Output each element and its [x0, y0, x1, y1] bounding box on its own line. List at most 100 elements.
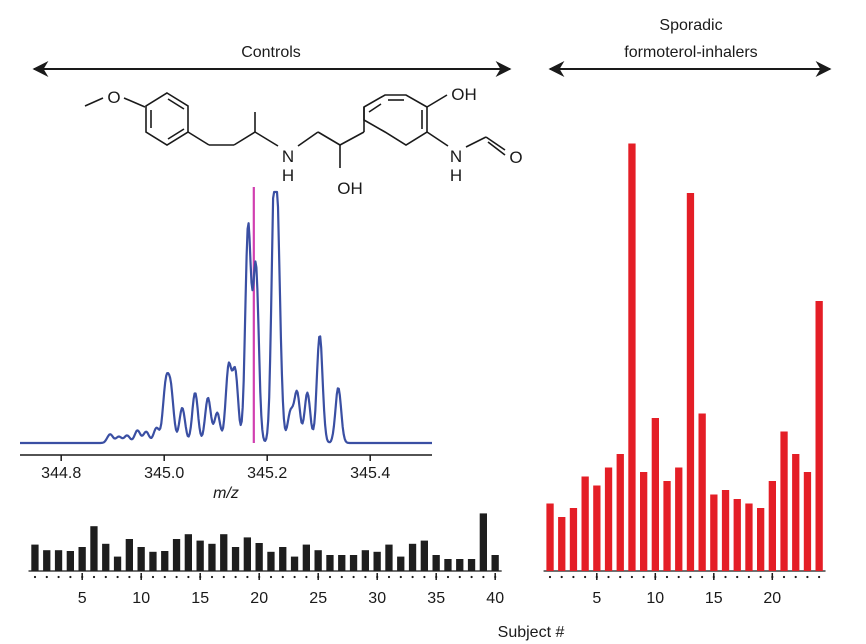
subject-dot — [572, 575, 575, 579]
subject-dot — [724, 575, 727, 579]
inhalers-label-line2: formoterol-inhalers — [624, 44, 757, 61]
atom-hydroxyl-oh: OH — [337, 179, 363, 198]
atom-amide-h: H — [450, 166, 462, 185]
subject-dot — [175, 575, 178, 579]
subject-tick-label: 5 — [592, 590, 601, 607]
subject-bar — [161, 551, 169, 571]
subject-bar — [361, 550, 369, 571]
subject-dot — [482, 575, 485, 579]
subject-dot — [116, 575, 119, 579]
subject-dot — [736, 575, 739, 579]
subject-dot — [701, 575, 704, 579]
subject-bar — [66, 551, 74, 571]
structure-atom-labels: O OH N H OH N H O — [107, 85, 522, 198]
subject-dot — [619, 575, 622, 579]
inhalers-label-line1: Sporadic — [659, 17, 722, 34]
subject-bar — [698, 413, 706, 571]
subject-dot — [470, 575, 473, 579]
spectrum-ticks: 344.8 345.0 345.2 345.4 — [41, 455, 390, 482]
subject-dot — [57, 575, 60, 579]
subject-bar — [479, 513, 487, 571]
subject-dot — [677, 575, 680, 579]
subject-tick-label: 20 — [250, 590, 268, 607]
subject-dot — [584, 575, 587, 579]
subject-bar — [397, 556, 405, 571]
spectrum-trace — [19, 190, 433, 445]
atom-methoxy-o: O — [107, 88, 120, 107]
subject-dot — [747, 575, 751, 579]
subject-bar — [125, 539, 133, 571]
subject-tick-label: 20 — [763, 590, 781, 607]
subject-bar — [675, 467, 683, 571]
spectrum-tick-label: 345.2 — [247, 465, 287, 482]
subject-tick-label: 15 — [191, 590, 209, 607]
subject-bar — [149, 551, 157, 571]
subject-bar — [710, 494, 718, 571]
subject-bar — [815, 301, 823, 571]
subject-bar — [432, 555, 440, 571]
subject-dot — [759, 575, 762, 579]
subject-dot — [446, 575, 450, 579]
subject-dot — [642, 575, 645, 579]
subject-bar — [196, 540, 204, 571]
subject-dot — [305, 575, 308, 579]
subject-dot — [782, 575, 786, 579]
subject-axis-label: Subject # — [498, 624, 565, 641]
subject-bar — [408, 543, 417, 571]
subject-bar — [581, 476, 589, 571]
subject-bar — [43, 550, 51, 571]
subject-tick-label: 35 — [427, 590, 445, 607]
subject-dot — [246, 575, 249, 579]
formoterol-structure — [84, 92, 506, 168]
subject-bar — [792, 454, 800, 571]
subject-bar — [326, 555, 334, 571]
subject-dot — [210, 575, 214, 579]
subject-tick-label: 40 — [486, 590, 504, 607]
subject-bar — [569, 508, 578, 571]
subject-tick-label: 10 — [646, 590, 664, 607]
subject-bar — [373, 551, 381, 571]
subject-dot — [794, 575, 797, 579]
subject-bar — [172, 539, 181, 571]
subject-bar — [385, 544, 393, 571]
subject-dot — [548, 575, 552, 579]
subject-bar — [745, 503, 753, 571]
subject-dot — [689, 575, 692, 579]
subject-dot — [458, 575, 461, 579]
subject-dot — [151, 575, 155, 579]
subject-bar — [593, 485, 601, 571]
subject-bar — [651, 418, 659, 571]
subject-dot — [560, 575, 563, 579]
subject-bar — [444, 559, 452, 571]
subject-dot — [399, 575, 402, 579]
subject-bar — [768, 481, 776, 571]
subject-bar — [255, 543, 263, 571]
subject-bar — [113, 556, 122, 571]
subject-bar — [243, 537, 251, 571]
subject-bar — [220, 534, 228, 571]
subject-bar — [628, 143, 636, 571]
subject-bar — [663, 481, 671, 571]
subject-bar — [314, 550, 322, 571]
subject-tick-label: 15 — [705, 590, 723, 607]
subject-bar — [78, 547, 86, 571]
subject-bar — [604, 467, 613, 571]
mass-spectrum: 344.8 345.0 345.2 345.4 m/z — [19, 186, 433, 502]
subject-dot — [607, 575, 610, 579]
atom-amine-h: H — [282, 166, 294, 185]
subject-bar — [267, 551, 275, 571]
subject-dot — [423, 575, 426, 579]
spectrum-tick-label: 345.4 — [350, 465, 390, 482]
subject-tick-label: 25 — [309, 590, 327, 607]
subject-dot — [69, 575, 72, 579]
subject-dot — [128, 575, 131, 579]
subject-bar — [757, 508, 765, 571]
subject-dot — [364, 575, 367, 579]
atom-amide-n: N — [450, 147, 462, 166]
controls-bar-chart: 5 10 15 20 25 30 35 40 — [28, 513, 504, 607]
subject-dot — [340, 575, 343, 579]
subject-bar — [491, 555, 499, 571]
subject-tick-label: 10 — [132, 590, 150, 607]
subject-dot — [92, 575, 96, 579]
